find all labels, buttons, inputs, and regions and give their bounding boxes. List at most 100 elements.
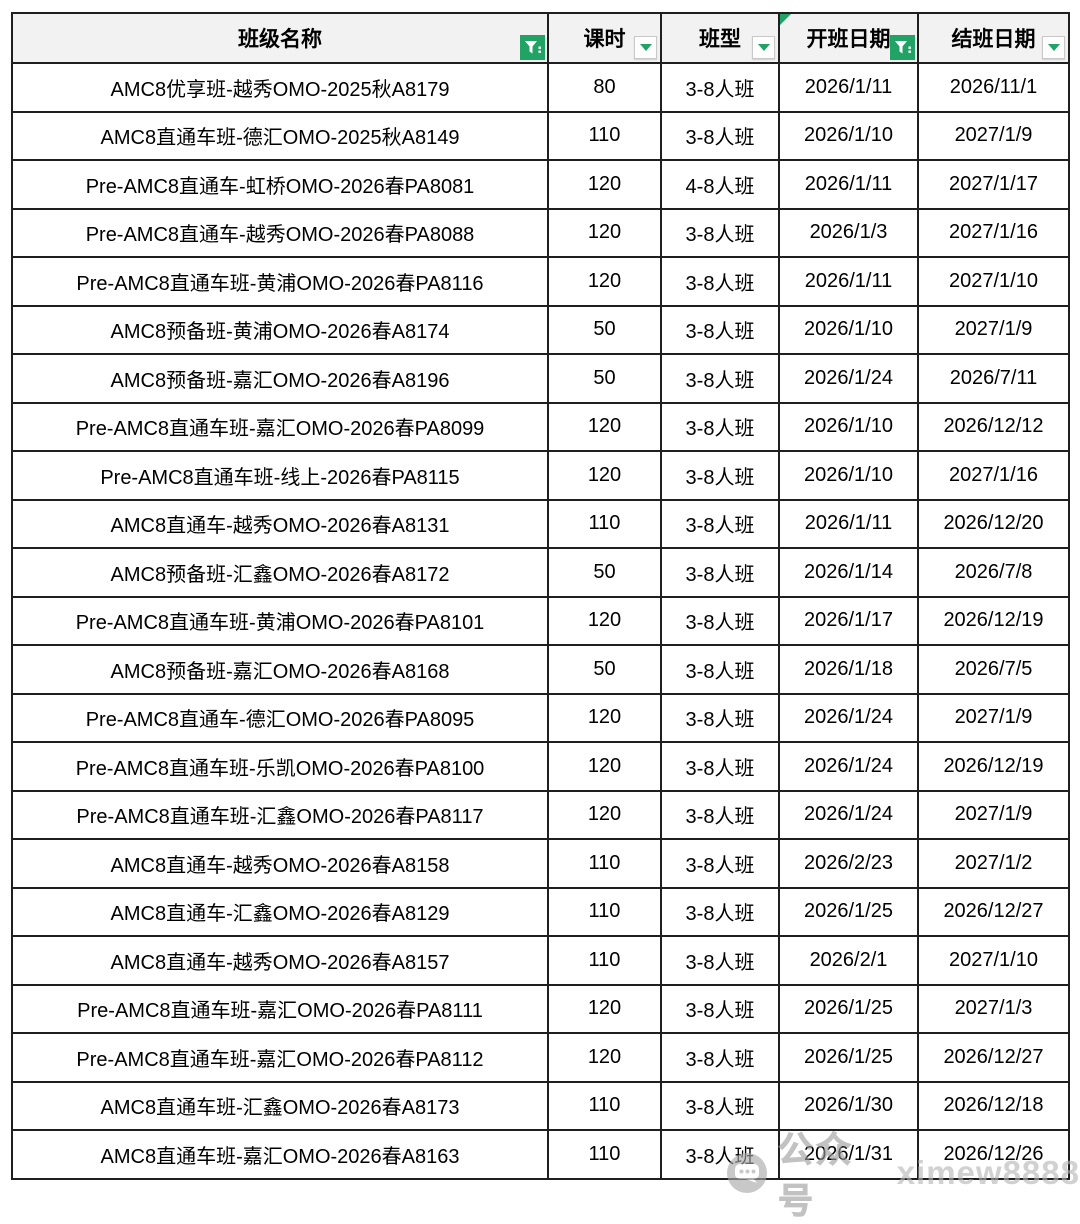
- cell-class-name[interactable]: Pre-AMC8直通车-虹桥OMO-2026春PA8081: [11, 159, 549, 210]
- filter-applied-icon[interactable]: [890, 35, 915, 60]
- cell-end-date[interactable]: 2027/1/3: [917, 983, 1070, 1034]
- cell-start-date[interactable]: 2026/1/25: [778, 983, 919, 1034]
- cell-end-date[interactable]: 2026/7/11: [917, 353, 1070, 404]
- cell-hours[interactable]: 120: [547, 692, 662, 743]
- cell-class-type[interactable]: 3-8人班: [660, 1032, 780, 1083]
- cell-hours[interactable]: 120: [547, 983, 662, 1034]
- cell-class-type[interactable]: 3-8人班: [660, 1129, 780, 1180]
- cell-class-name[interactable]: AMC8预备班-黄浦OMO-2026春A8174: [11, 304, 549, 355]
- cell-start-date[interactable]: 2026/1/24: [778, 353, 919, 404]
- cell-hours[interactable]: 110: [547, 1080, 662, 1131]
- cell-start-date[interactable]: 2026/1/3: [778, 207, 919, 258]
- cell-hours[interactable]: 120: [547, 207, 662, 258]
- cell-start-date[interactable]: 2026/1/24: [778, 789, 919, 840]
- cell-end-date[interactable]: 2027/1/16: [917, 207, 1070, 258]
- cell-class-name[interactable]: Pre-AMC8直通车班-嘉汇OMO-2026春PA8099: [11, 401, 549, 452]
- cell-class-name[interactable]: Pre-AMC8直通车-德汇OMO-2026春PA8095: [11, 692, 549, 743]
- cell-start-date[interactable]: 2026/1/10: [778, 450, 919, 501]
- cell-class-name[interactable]: AMC8直通车-越秀OMO-2026春A8131: [11, 498, 549, 549]
- cell-hours[interactable]: 80: [547, 62, 662, 113]
- cell-class-name[interactable]: Pre-AMC8直通车-越秀OMO-2026春PA8088: [11, 207, 549, 258]
- cell-hours[interactable]: 50: [547, 304, 662, 355]
- cell-hours[interactable]: 110: [547, 1129, 662, 1180]
- cell-start-date[interactable]: 2026/1/10: [778, 401, 919, 452]
- cell-class-type[interactable]: 3-8人班: [660, 595, 780, 646]
- cell-class-name[interactable]: AMC8优享班-越秀OMO-2025秋A8179: [11, 62, 549, 113]
- cell-class-name[interactable]: Pre-AMC8直通车班-线上-2026春PA8115: [11, 450, 549, 501]
- cell-class-type[interactable]: 3-8人班: [660, 644, 780, 695]
- filter-applied-icon[interactable]: [520, 35, 545, 60]
- cell-end-date[interactable]: 2027/1/10: [917, 256, 1070, 307]
- cell-hours[interactable]: 50: [547, 547, 662, 598]
- cell-class-name[interactable]: Pre-AMC8直通车班-汇鑫OMO-2026春PA8117: [11, 789, 549, 840]
- cell-class-name[interactable]: AMC8预备班-汇鑫OMO-2026春A8172: [11, 547, 549, 598]
- cell-end-date[interactable]: 2027/1/2: [917, 838, 1070, 889]
- cell-class-type[interactable]: 3-8人班: [660, 983, 780, 1034]
- cell-start-date[interactable]: 2026/1/10: [778, 110, 919, 161]
- cell-hours[interactable]: 110: [547, 838, 662, 889]
- column-header-hours[interactable]: 课时: [547, 12, 662, 64]
- cell-hours[interactable]: 110: [547, 935, 662, 986]
- cell-start-date[interactable]: 2026/1/31: [778, 1129, 919, 1180]
- cell-class-type[interactable]: 3-8人班: [660, 692, 780, 743]
- cell-hours[interactable]: 110: [547, 886, 662, 937]
- cell-start-date[interactable]: 2026/1/11: [778, 62, 919, 113]
- cell-class-type[interactable]: 3-8人班: [660, 256, 780, 307]
- cell-hours[interactable]: 120: [547, 159, 662, 210]
- cell-start-date[interactable]: 2026/1/14: [778, 547, 919, 598]
- cell-end-date[interactable]: 2027/1/16: [917, 450, 1070, 501]
- cell-hours[interactable]: 50: [547, 353, 662, 404]
- filter-dropdown-icon[interactable]: [634, 36, 657, 59]
- cell-class-type[interactable]: 3-8人班: [660, 741, 780, 792]
- cell-hours[interactable]: 120: [547, 256, 662, 307]
- cell-class-name[interactable]: AMC8直通车班-嘉汇OMO-2026春A8163: [11, 1129, 549, 1180]
- cell-end-date[interactable]: 2027/1/9: [917, 692, 1070, 743]
- cell-class-name[interactable]: AMC8预备班-嘉汇OMO-2026春A8196: [11, 353, 549, 404]
- filter-dropdown-icon[interactable]: [752, 36, 775, 59]
- cell-start-date[interactable]: 2026/1/30: [778, 1080, 919, 1131]
- cell-class-type[interactable]: 3-8人班: [660, 207, 780, 258]
- cell-end-date[interactable]: 2026/12/12: [917, 401, 1070, 452]
- cell-hours[interactable]: 120: [547, 450, 662, 501]
- cell-class-name[interactable]: Pre-AMC8直通车班-乐凯OMO-2026春PA8100: [11, 741, 549, 792]
- cell-class-name[interactable]: AMC8预备班-嘉汇OMO-2026春A8168: [11, 644, 549, 695]
- cell-start-date[interactable]: 2026/1/24: [778, 741, 919, 792]
- cell-start-date[interactable]: 2026/1/17: [778, 595, 919, 646]
- cell-end-date[interactable]: 2026/11/1: [917, 62, 1070, 113]
- column-header-start-date[interactable]: 开班日期: [778, 12, 919, 64]
- cell-end-date[interactable]: 2026/12/26: [917, 1129, 1070, 1180]
- cell-end-date[interactable]: 2026/7/5: [917, 644, 1070, 695]
- cell-start-date[interactable]: 2026/1/18: [778, 644, 919, 695]
- cell-class-name[interactable]: Pre-AMC8直通车班-嘉汇OMO-2026春PA8112: [11, 1032, 549, 1083]
- cell-class-type[interactable]: 3-8人班: [660, 547, 780, 598]
- cell-class-name[interactable]: Pre-AMC8直通车班-嘉汇OMO-2026春PA8111: [11, 983, 549, 1034]
- cell-class-type[interactable]: 3-8人班: [660, 110, 780, 161]
- cell-class-type[interactable]: 3-8人班: [660, 1080, 780, 1131]
- cell-class-type[interactable]: 3-8人班: [660, 401, 780, 452]
- cell-end-date[interactable]: 2026/12/19: [917, 741, 1070, 792]
- cell-class-type[interactable]: 4-8人班: [660, 159, 780, 210]
- cell-hours[interactable]: 120: [547, 401, 662, 452]
- cell-class-type[interactable]: 3-8人班: [660, 935, 780, 986]
- cell-class-type[interactable]: 3-8人班: [660, 498, 780, 549]
- cell-end-date[interactable]: 2026/12/27: [917, 1032, 1070, 1083]
- cell-class-type[interactable]: 3-8人班: [660, 789, 780, 840]
- cell-start-date[interactable]: 2026/1/10: [778, 304, 919, 355]
- column-header-class-type[interactable]: 班型: [660, 12, 780, 64]
- cell-end-date[interactable]: 2026/12/19: [917, 595, 1070, 646]
- cell-end-date[interactable]: 2026/7/8: [917, 547, 1070, 598]
- cell-end-date[interactable]: 2026/12/18: [917, 1080, 1070, 1131]
- cell-end-date[interactable]: 2027/1/9: [917, 304, 1070, 355]
- cell-start-date[interactable]: 2026/1/25: [778, 886, 919, 937]
- filter-dropdown-icon[interactable]: [1042, 36, 1065, 59]
- cell-end-date[interactable]: 2026/12/27: [917, 886, 1070, 937]
- cell-start-date[interactable]: 2026/1/24: [778, 692, 919, 743]
- cell-class-name[interactable]: Pre-AMC8直通车班-黄浦OMO-2026春PA8116: [11, 256, 549, 307]
- cell-class-type[interactable]: 3-8人班: [660, 353, 780, 404]
- cell-class-type[interactable]: 3-8人班: [660, 450, 780, 501]
- cell-hours[interactable]: 110: [547, 498, 662, 549]
- cell-hours[interactable]: 120: [547, 595, 662, 646]
- cell-class-name[interactable]: AMC8直通车-越秀OMO-2026春A8157: [11, 935, 549, 986]
- cell-end-date[interactable]: 2026/12/20: [917, 498, 1070, 549]
- cell-start-date[interactable]: 2026/2/1: [778, 935, 919, 986]
